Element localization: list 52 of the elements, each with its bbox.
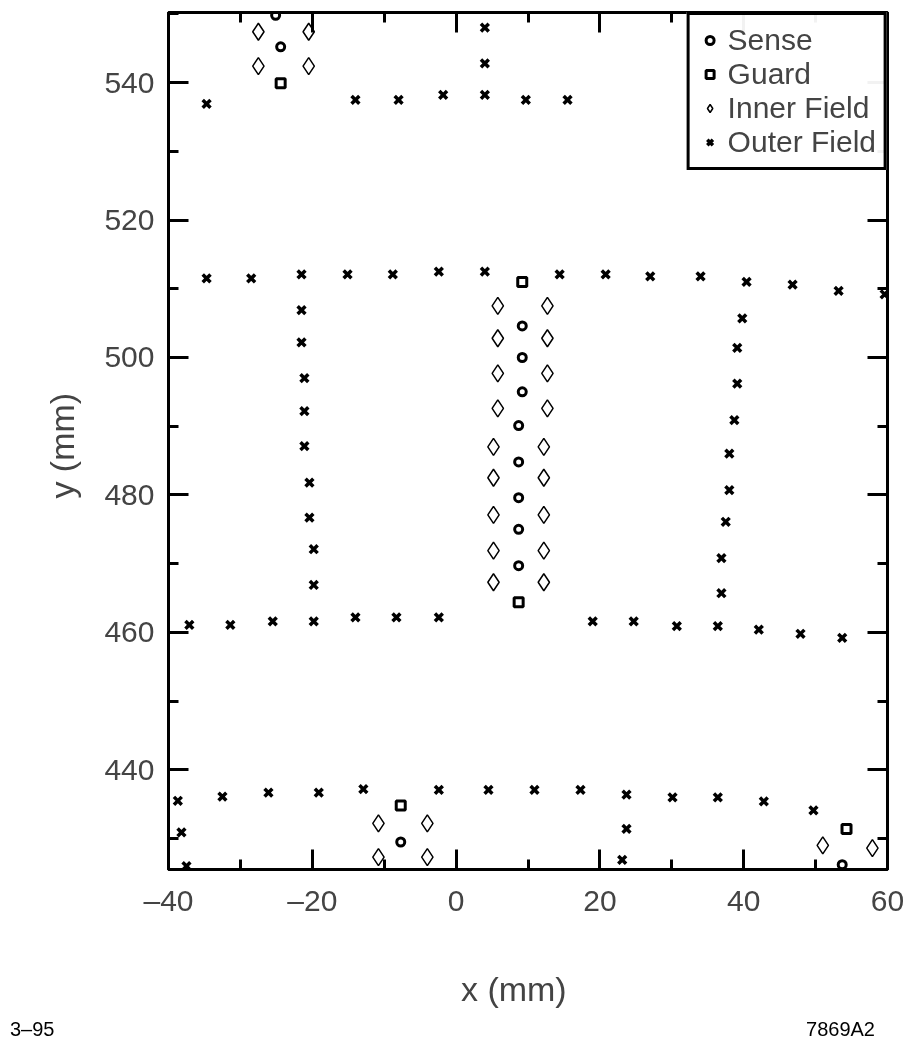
x-axis-title: x (mm): [460, 969, 567, 1008]
legend-label: Inner Field: [727, 91, 870, 125]
point: [275, 41, 287, 53]
text: 3–95: [10, 1017, 55, 1042]
y-tick-label: 540: [104, 65, 155, 99]
point: [840, 822, 853, 835]
x-tick-label: –40: [143, 883, 194, 917]
point: [420, 814, 434, 833]
point: [516, 386, 528, 398]
x-tick-label: –20: [287, 883, 338, 917]
point: [516, 352, 528, 363]
point: [491, 399, 505, 418]
point: [420, 847, 434, 867]
point: [302, 56, 316, 76]
x-tick-label: 20: [583, 883, 617, 917]
point: [816, 836, 830, 855]
text: 7869A2: [806, 1017, 875, 1042]
y-tick-label: 460: [104, 615, 155, 649]
point: [537, 541, 551, 560]
legend-label: Sense: [727, 23, 813, 57]
y-axis-title: y (mm): [43, 392, 82, 499]
legend-label: Outer Field: [727, 125, 876, 159]
point: [513, 420, 525, 432]
point: [394, 799, 407, 812]
point: [513, 492, 525, 504]
point: [491, 364, 505, 383]
point: [251, 56, 265, 76]
y-tick-label: 500: [104, 340, 155, 374]
x-tick-label: 0: [447, 883, 465, 917]
point: [537, 468, 551, 488]
point: [865, 838, 879, 858]
point: [491, 296, 505, 316]
y-tick-label: 480: [104, 477, 155, 511]
point: [302, 22, 316, 41]
point: [516, 275, 529, 288]
point: [395, 836, 407, 848]
point: [516, 320, 528, 332]
legend-label: Guard: [727, 57, 811, 91]
point: [537, 505, 551, 525]
point: [251, 22, 265, 41]
y-tick-label: 520: [104, 203, 155, 237]
x-tick-label: 40: [727, 883, 761, 917]
point: [491, 329, 505, 348]
point: [537, 572, 551, 592]
point: [513, 523, 525, 535]
y-tick-label: 440: [104, 752, 155, 786]
point: [274, 77, 287, 90]
point: [537, 437, 551, 457]
x-tick-label: 60: [870, 883, 905, 917]
point: [513, 560, 525, 572]
point: [513, 456, 525, 468]
point: [512, 596, 525, 609]
